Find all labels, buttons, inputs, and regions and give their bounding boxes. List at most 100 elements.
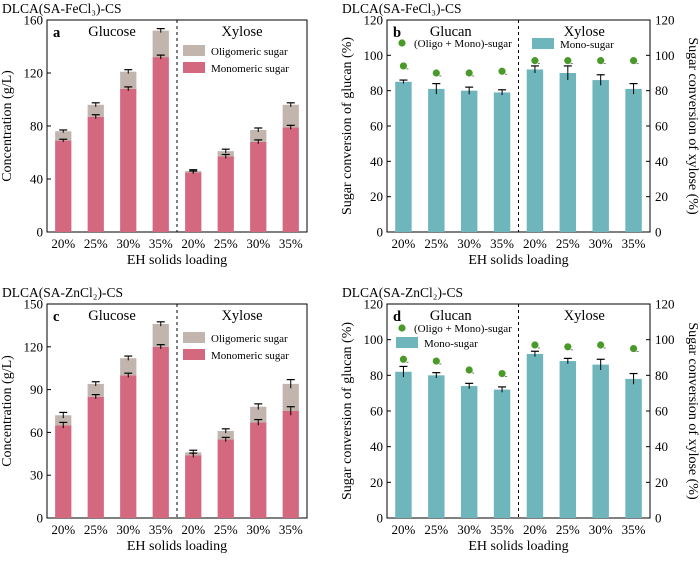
legend-label-monomeric: Monomeric sugar: [211, 63, 289, 75]
y-tick-label: 0: [37, 511, 44, 526]
y-tick-label-right: 40: [655, 154, 668, 169]
x-tick-label: 25%: [424, 236, 448, 251]
y-tick-label: 80: [370, 368, 383, 383]
point-total: [432, 69, 440, 77]
bar-mono: [559, 361, 577, 518]
bar-monomeric: [185, 172, 202, 232]
bar-monomeric: [87, 396, 104, 518]
bar-oligomeric: [55, 131, 72, 141]
y-tick-label-right: 0: [655, 511, 662, 526]
panel-letter: a: [53, 25, 61, 41]
point-total: [465, 366, 473, 374]
point-total: [498, 67, 506, 75]
y-tick-label: 120: [364, 13, 384, 28]
panel-b: DLCA(SA-FeCl₃)-CS 0 0 20 20 40 40 60 60 80 80 100 10…: [340, 1, 700, 268]
point-total: [432, 357, 440, 365]
bar-mono: [460, 386, 478, 518]
x-tick-label: 20%: [181, 522, 205, 537]
y-tick-label: 80: [370, 83, 383, 98]
x-tick-label: 35%: [622, 236, 646, 251]
y-axis-label: Sugar conversion of glucan (%): [340, 322, 355, 500]
x-tick-label: 20%: [51, 236, 75, 251]
legend-swatch-oligomeric: [183, 332, 205, 343]
y-axis-label: Sugar conversion of glucan (%): [340, 37, 355, 215]
x-tick-label: 20%: [523, 522, 547, 537]
x-tick-label: 30%: [589, 236, 613, 251]
legend-label-mono: Mono-sugar: [560, 39, 614, 51]
panel-header: DLCA(SA-FeCl₃)-CS: [2, 1, 121, 16]
y-tick-label: 40: [370, 154, 383, 169]
y-tick-label: 60: [370, 404, 383, 419]
y-tick-label: 60: [30, 425, 43, 440]
bar-mono: [493, 389, 511, 518]
x-tick-label: 20%: [181, 236, 205, 251]
point-total: [498, 369, 506, 378]
x-tick-label: 20%: [392, 522, 416, 537]
y-tick-label-right: 100: [655, 48, 675, 63]
y-tick-label: 120: [24, 66, 44, 81]
panel-letter: d: [393, 309, 401, 325]
legend-label-mono: Mono-sugar: [424, 338, 478, 350]
bar-mono: [428, 88, 445, 233]
bar-monomeric: [55, 425, 72, 518]
x-tick-label: 25%: [556, 236, 580, 251]
bar-oligomeric: [152, 323, 169, 347]
y-tick-label: 160: [24, 13, 44, 28]
bar-oligomeric: [282, 104, 299, 128]
y-tick-label: 30: [30, 468, 43, 483]
panel-d: DLCA(SA-ZnCl₂)-CS 0 0 20 20 40 40 60 60 80 80 100 10…: [340, 285, 700, 554]
y-tick-label-right: 80: [655, 83, 668, 98]
bar-oligomeric: [87, 104, 104, 117]
panel-header: DLCA(SA-ZnCl₂)-CS: [2, 285, 123, 300]
bar-monomeric: [217, 156, 234, 232]
legend-swatch-monomeric: [183, 62, 205, 73]
point-total: [399, 62, 408, 70]
y-tick-label: 0: [37, 225, 44, 240]
y-tick-label: 100: [364, 332, 384, 347]
x-tick-label: 25%: [556, 522, 580, 537]
y-tick-label-right: 60: [655, 119, 668, 134]
x-tick-label: 35%: [149, 236, 173, 251]
legend-label-oligomeric: Oligomeric sugar: [211, 46, 288, 58]
bar-monomeric: [282, 127, 299, 232]
y-tick-label: 60: [370, 119, 383, 134]
y-tick-label-right: 40: [655, 439, 668, 454]
bar-monomeric: [217, 439, 234, 518]
legend-swatch-total: [398, 39, 406, 47]
x-axis-label: EH solids loading: [127, 539, 227, 554]
y-tick-label: 20: [370, 189, 383, 204]
group-label-right: Xylose: [564, 24, 605, 40]
legend-label-total: (Oligo + Mono)-sugar: [414, 323, 512, 335]
bar-oligomeric: [152, 30, 169, 58]
bar-monomeric: [152, 57, 169, 232]
x-tick-label: 25%: [214, 522, 238, 537]
group-label-left: Glucan: [430, 24, 473, 40]
x-tick-label: 30%: [457, 522, 481, 537]
bar-oligomeric: [250, 129, 267, 142]
y-axis-label: Concentration (g/L): [0, 70, 15, 182]
bar-oligomeric: [282, 383, 299, 411]
bar-mono: [526, 353, 544, 518]
bar-mono: [625, 378, 642, 518]
legend-swatch-total: [398, 324, 406, 332]
y-tick-label-right: 20: [655, 475, 668, 490]
y-tick-label: 80: [30, 119, 43, 134]
bar-mono: [526, 69, 544, 232]
bar-mono: [592, 80, 609, 232]
y-axis-label: Concentration (g/L): [0, 355, 15, 467]
bar-mono: [428, 375, 445, 518]
bar-mono: [395, 81, 412, 232]
panel-letter: b: [393, 25, 401, 41]
y-tick-label-right: 120: [655, 297, 675, 312]
point-total: [564, 57, 572, 65]
x-tick-label: 25%: [84, 236, 108, 251]
group-label-right: Xylose: [564, 308, 605, 324]
bar-oligomeric: [250, 406, 267, 423]
y-tick-label: 120: [24, 339, 44, 354]
point-total: [564, 343, 572, 351]
y-tick-label-right: 100: [655, 332, 675, 347]
x-axis-label: EH solids loading: [127, 253, 227, 268]
y-tick-label: 0: [377, 511, 384, 526]
legend-swatch-mono: [532, 38, 554, 49]
x-tick-label: 30%: [116, 522, 140, 537]
